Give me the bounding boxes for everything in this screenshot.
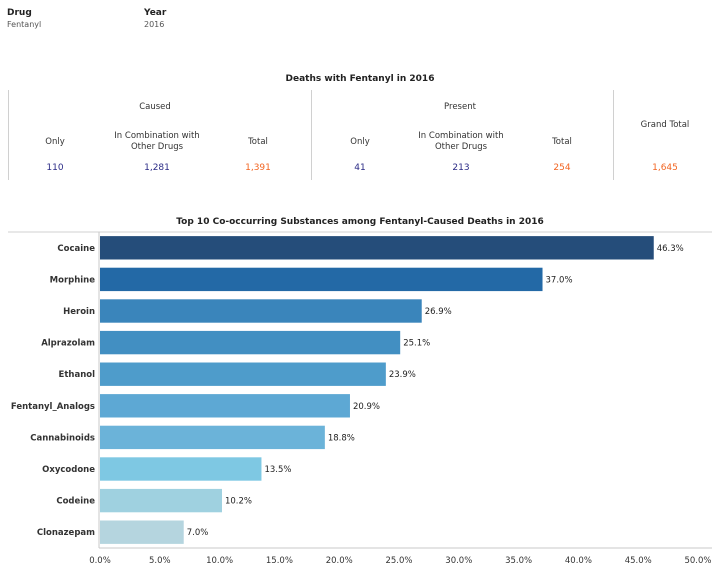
present-total-label: Total (552, 137, 572, 147)
caused-combo-label: In Combination with Other Drugs (114, 131, 200, 152)
year-filter-value[interactable]: 2016 (144, 20, 165, 29)
x-tick-label: 40.0% (565, 556, 592, 566)
x-tick-label: 15.0% (266, 556, 293, 566)
category-label: Morphine (50, 275, 96, 285)
category-label: Cocaine (57, 244, 95, 254)
present-only-value: 41 (354, 163, 366, 173)
caused-header: Caused (139, 102, 171, 112)
drug-filter-label: Drug (7, 8, 32, 18)
x-tick-label: 20.0% (326, 556, 353, 566)
bar-cannabinoids (100, 425, 325, 450)
drug-filter-value[interactable]: Fentanyl (7, 20, 42, 29)
bar-ethanol (100, 362, 386, 386)
category-label: Oxycodone (42, 465, 95, 475)
x-tick-label: 5.0% (149, 556, 171, 566)
data-label: 13.5% (264, 465, 291, 475)
x-tick-label: 10.0% (206, 556, 233, 566)
category-label: Fentanyl_Analogs (11, 402, 95, 412)
year-filter-label: Year (144, 8, 167, 18)
present-total-value: 254 (553, 163, 571, 173)
data-label: 23.9% (389, 370, 416, 380)
category-label: Alprazolam (41, 339, 95, 349)
x-tick-label: 0.0% (89, 556, 111, 566)
category-label: Codeine (56, 497, 95, 507)
data-label: 25.1% (403, 339, 430, 349)
table-left-border (8, 90, 9, 180)
present-combo-label: In Combination with Other Drugs (418, 131, 504, 152)
category-label: Cannabinoids (30, 433, 95, 443)
present-header: Present (444, 102, 476, 112)
data-label: 20.9% (353, 402, 380, 412)
bar-fentanyl-analogs (100, 394, 350, 418)
grand-total-value: 1,645 (652, 163, 678, 173)
category-label: Heroin (63, 307, 95, 317)
data-label: 7.0% (187, 528, 209, 538)
caused-total-label: Total (248, 137, 268, 147)
data-label: 37.0% (546, 275, 573, 285)
data-label: 18.8% (328, 433, 355, 443)
bar-heroin (100, 299, 422, 323)
bar-clonazepam (100, 520, 184, 544)
summary-table-title: Deaths with Fentanyl in 2016 (285, 74, 435, 84)
grand-total-label: Grand Total (640, 120, 690, 130)
table-divider-grand-total (613, 90, 614, 180)
x-tick-label: 45.0% (625, 556, 652, 566)
bar-alprazolam (100, 330, 401, 355)
bar-morphine (100, 267, 543, 292)
x-tick-label: 50.0% (684, 556, 711, 566)
x-tick-label: 25.0% (385, 556, 412, 566)
bar-codeine (100, 488, 222, 513)
data-label: 46.3% (657, 244, 684, 254)
caused-combo-value: 1,281 (144, 163, 170, 173)
category-label: Clonazepam (37, 528, 95, 538)
data-label: 10.2% (225, 497, 252, 507)
bar-cocaine (100, 236, 654, 260)
category-label: Ethanol (59, 370, 96, 380)
data-label: 26.9% (425, 307, 452, 317)
bar-oxycodone (100, 457, 262, 481)
present-combo-value: 213 (452, 163, 470, 173)
chart-title: Top 10 Co-occurring Substances among Fen… (176, 217, 544, 227)
x-tick-label: 35.0% (505, 556, 532, 566)
caused-total-value: 1,391 (245, 163, 271, 173)
x-tick-label: 30.0% (445, 556, 472, 566)
table-divider-present (311, 90, 312, 180)
present-only-label: Only (350, 137, 370, 147)
caused-only-label: Only (45, 137, 65, 147)
caused-only-value: 110 (46, 163, 64, 173)
